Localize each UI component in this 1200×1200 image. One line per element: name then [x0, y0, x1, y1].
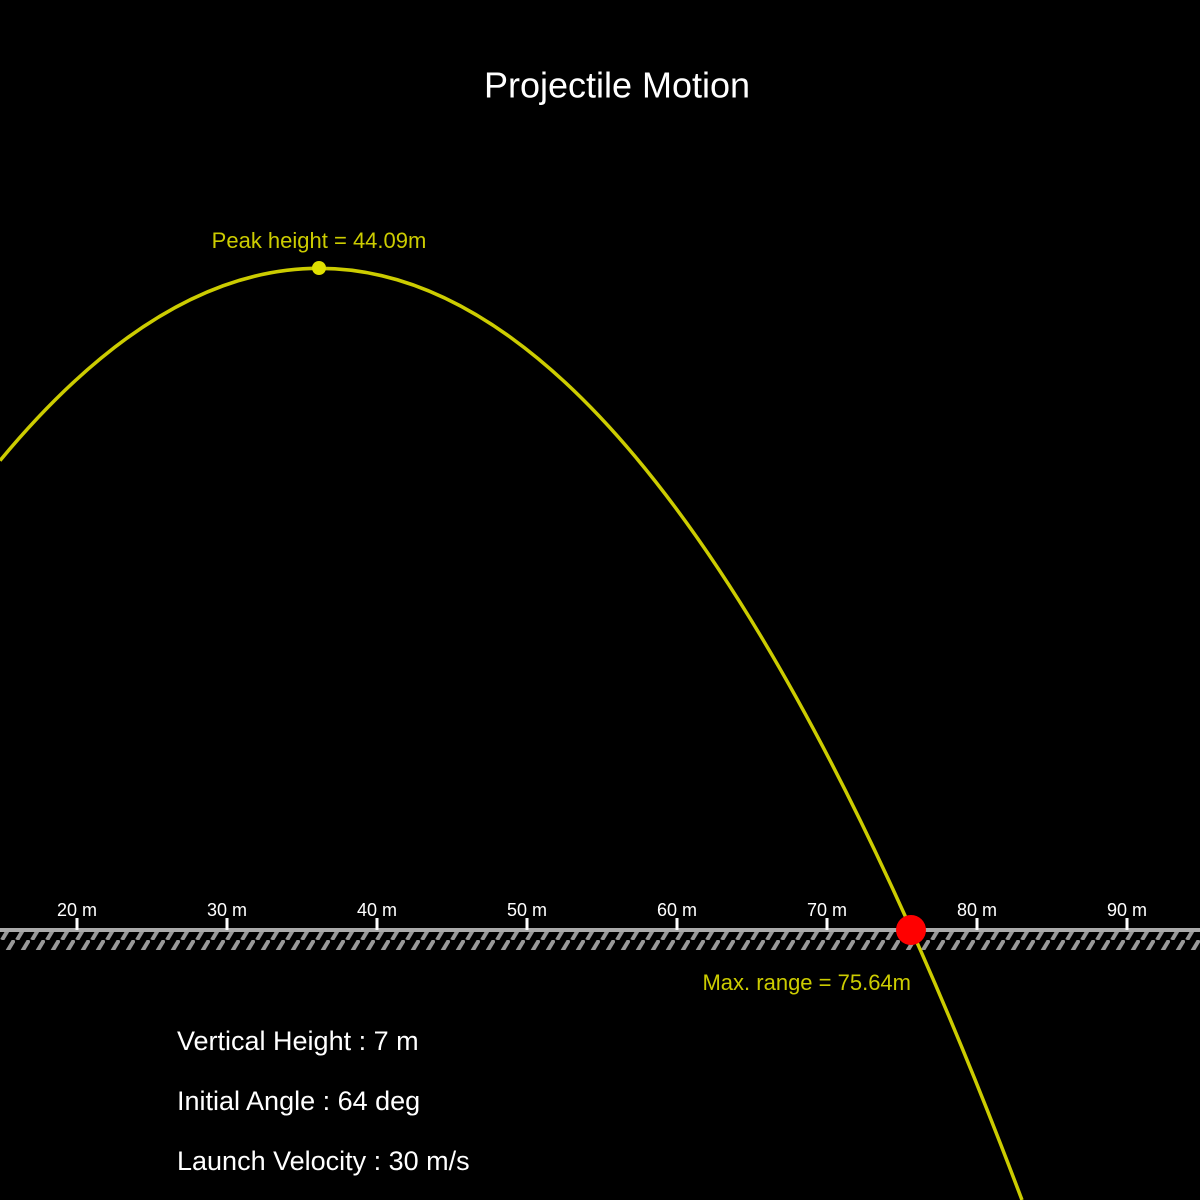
title: Projectile Motion	[484, 65, 750, 106]
range-label: Max. range = 75.64m	[702, 970, 911, 995]
ruler-tick-label: 40 m	[357, 900, 397, 920]
peak-point	[312, 261, 326, 275]
ruler-tick-label: 80 m	[957, 900, 997, 920]
projectile	[896, 915, 926, 945]
parameter: Launch Velocity : 30 m/s	[177, 1146, 470, 1176]
peak-label: Peak height = 44.09m	[212, 228, 427, 253]
trajectory	[0, 266, 1024, 1200]
ruler: 20 m 30 m 40 m 50 m 60 m 70 m 80 m 90 m	[57, 900, 1147, 930]
ground-hatch	[0, 930, 1200, 950]
parameter: Initial Angle : 64 deg	[177, 1086, 420, 1116]
ruler-tick-label: 30 m	[207, 900, 247, 920]
ruler-tick-label: 90 m	[1107, 900, 1147, 920]
ruler-tick-label: 20 m	[57, 900, 97, 920]
ruler-tick-label: 70 m	[807, 900, 847, 920]
ruler-tick-label: 60 m	[657, 900, 697, 920]
parameter: Vertical Height : 7 m	[177, 1026, 419, 1056]
ruler-tick-label: 50 m	[507, 900, 547, 920]
